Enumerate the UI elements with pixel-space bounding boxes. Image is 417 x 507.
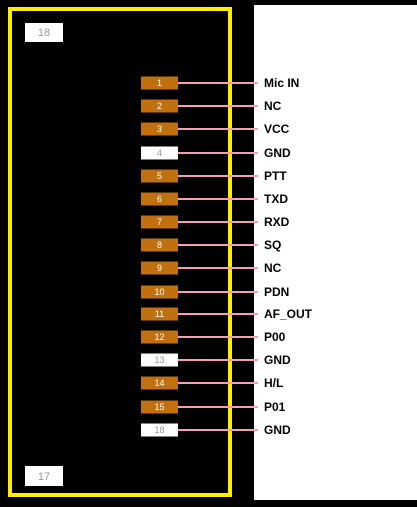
pin-label: Mic IN bbox=[264, 76, 299, 90]
pin-number: 10 bbox=[154, 287, 164, 297]
pin-label: VCC bbox=[264, 122, 290, 136]
pin-label: GND bbox=[264, 353, 291, 367]
pin-number: 6 bbox=[157, 194, 162, 204]
corner-label: 17 bbox=[38, 471, 50, 483]
pins: 1 Mic IN 2 NC 3 VCC 4 GND 5 PTT 6 TXD 7 RXD 8 SQ 9 NC 10 PD… bbox=[141, 76, 313, 437]
pin-label: H/L bbox=[264, 376, 283, 390]
pin-number: 15 bbox=[154, 402, 164, 412]
pin-number: 5 bbox=[157, 171, 162, 181]
pin-pad bbox=[141, 122, 178, 136]
pin-number: 1 bbox=[157, 78, 162, 88]
pin-label: PTT bbox=[264, 169, 287, 183]
pin-label: RXD bbox=[264, 215, 290, 229]
pin-number: 11 bbox=[155, 309, 164, 319]
pin-label: AF_OUT bbox=[264, 307, 313, 321]
pin-number: 12 bbox=[154, 332, 164, 342]
corner-box bbox=[25, 466, 63, 486]
pin-pad bbox=[141, 76, 178, 90]
pin-label: NC bbox=[264, 99, 282, 113]
pin-pad bbox=[141, 285, 178, 299]
pin-number: 4 bbox=[157, 148, 162, 158]
pin-pad bbox=[141, 215, 178, 229]
pin-pad bbox=[141, 99, 178, 113]
pin-pad bbox=[141, 353, 178, 367]
pin-pad bbox=[141, 376, 178, 390]
pin-label: P01 bbox=[264, 400, 286, 414]
pin-label: TXD bbox=[264, 192, 288, 206]
pin-number: 3 bbox=[157, 124, 162, 134]
pin-number: 2 bbox=[157, 101, 162, 111]
pin-pad bbox=[141, 307, 178, 321]
pin-pad bbox=[141, 169, 178, 183]
pin-pad bbox=[141, 192, 178, 206]
pin-number: 13 bbox=[154, 355, 164, 365]
pin-number: 9 bbox=[157, 263, 162, 273]
pin-pad bbox=[141, 238, 178, 252]
corner-box bbox=[25, 23, 63, 42]
pin-pad bbox=[141, 261, 178, 275]
pin-pad bbox=[141, 330, 178, 344]
corner-label: 18 bbox=[38, 27, 50, 39]
pin-label: GND bbox=[264, 423, 291, 437]
pin-pad bbox=[141, 146, 178, 160]
pin-label: SQ bbox=[264, 238, 281, 252]
pin-label: P00 bbox=[264, 330, 286, 344]
pin-number: 14 bbox=[154, 378, 164, 388]
label-panel bbox=[254, 5, 417, 500]
pin-label: NC bbox=[264, 261, 282, 275]
pin-number: 8 bbox=[157, 240, 162, 250]
pin-number: 7 bbox=[157, 217, 162, 227]
pin-pad bbox=[141, 423, 178, 437]
pin-label: GND bbox=[264, 146, 291, 160]
module-outline bbox=[8, 7, 232, 497]
pin-pad bbox=[141, 400, 178, 414]
pin-label: PDN bbox=[264, 285, 289, 299]
pin-number: 18 bbox=[154, 425, 164, 435]
